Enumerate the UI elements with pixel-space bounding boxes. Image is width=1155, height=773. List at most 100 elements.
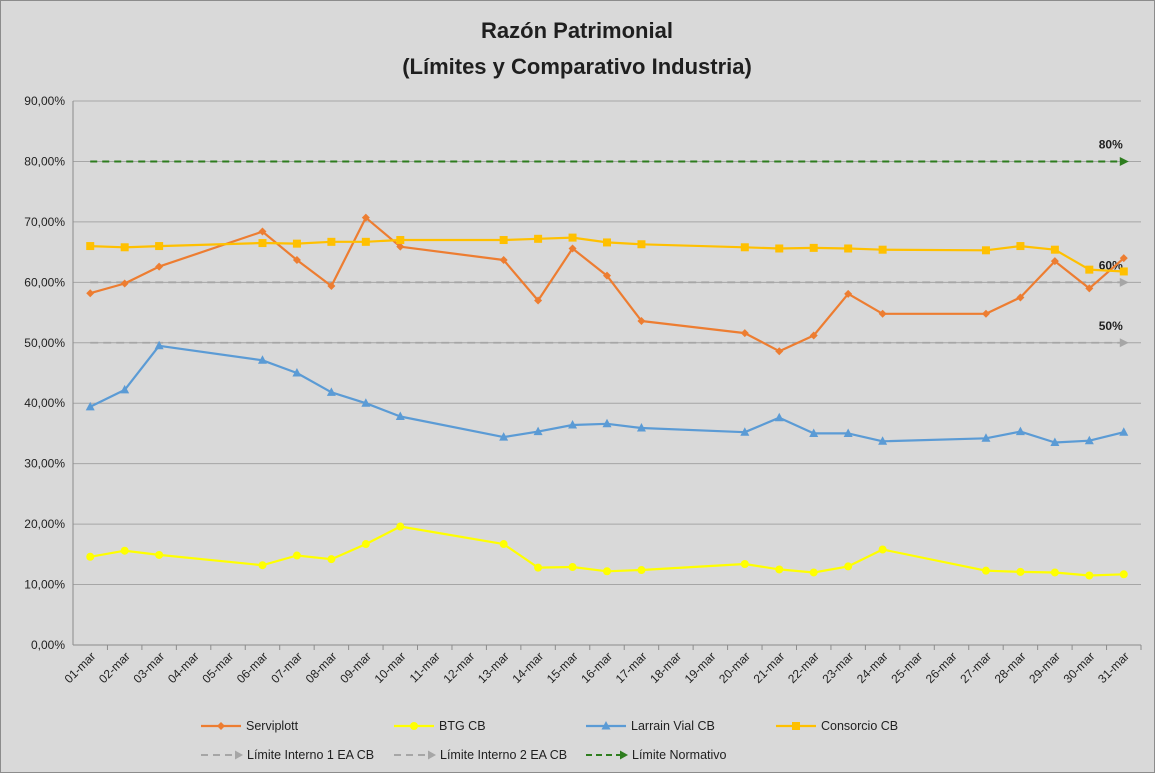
x-tick-label: 27-mar <box>957 649 994 686</box>
y-tick-label: 0,00% <box>31 638 65 652</box>
data-point <box>1016 242 1025 251</box>
data-point <box>258 239 267 248</box>
reference-line-marker <box>1119 277 1129 287</box>
data-point <box>568 244 577 253</box>
data-point <box>292 239 301 248</box>
data-point <box>1050 245 1059 254</box>
series-line <box>89 344 1125 444</box>
series-lines <box>85 213 1129 580</box>
data-point <box>155 262 164 271</box>
axes: 0,00% 10,00% 20,00% 30,00% 40,00% 50,00% 60,00… <box>24 94 1142 686</box>
legend-label: Límite Interno 2 EA CB <box>440 748 567 762</box>
data-point <box>981 309 990 318</box>
data-point <box>499 236 508 245</box>
data-point <box>86 552 95 561</box>
data-point <box>740 243 749 252</box>
data-point <box>1050 568 1059 577</box>
data-point <box>327 237 336 246</box>
x-tick-label: 18-mar <box>647 649 684 686</box>
data-point <box>637 240 646 249</box>
data-point <box>602 418 612 428</box>
data-point <box>361 237 370 246</box>
legend-label: Consorcio CB <box>821 719 898 733</box>
data-point <box>1085 571 1094 580</box>
data-point <box>740 427 750 436</box>
data-point <box>120 546 129 555</box>
data-point <box>809 331 818 340</box>
y-tick-label: 10,00% <box>24 578 65 592</box>
data-point <box>568 233 577 242</box>
data-point <box>361 540 370 549</box>
data-point <box>1119 254 1128 263</box>
series-consorcio-cb <box>86 233 1128 276</box>
x-tick-label: 07-mar <box>268 649 305 686</box>
x-tick-label: 06-mar <box>234 649 271 686</box>
series-line <box>89 216 1125 353</box>
series-btg-cb <box>86 522 1128 580</box>
x-tick-label: 24-mar <box>854 649 891 686</box>
x-tick-label: 09-mar <box>337 649 374 686</box>
data-point <box>395 411 405 421</box>
x-tick-label: 19-mar <box>682 649 719 686</box>
x-tick-label: 28-mar <box>992 649 1029 686</box>
x-tick-label: 01-mar <box>62 649 99 686</box>
data-point <box>120 243 129 252</box>
data-point <box>878 245 887 254</box>
chart-subtitle: (Límites y Comparativo Industria) <box>402 54 752 79</box>
data-point <box>499 540 508 549</box>
data-point <box>809 243 818 252</box>
legend-marker <box>235 750 243 760</box>
data-point <box>740 560 749 569</box>
reference-line-label: 60% <box>1099 258 1123 272</box>
data-point <box>258 561 267 570</box>
data-point <box>809 568 818 577</box>
data-point <box>86 289 95 298</box>
data-point <box>155 242 164 251</box>
legend-marker <box>601 721 611 730</box>
chart-title: Razón Patrimonial <box>481 18 673 43</box>
data-point <box>327 555 336 564</box>
x-tick-label: 12-mar <box>441 649 478 686</box>
reference-line-label: 80% <box>1099 137 1123 151</box>
data-point <box>1050 257 1059 266</box>
legend-label: Larrain Vial CB <box>631 719 715 733</box>
data-point <box>292 368 302 377</box>
x-tick-label: 25-mar <box>888 649 925 686</box>
x-tick-label: 11-mar <box>407 649 443 685</box>
data-point <box>396 522 405 531</box>
data-point <box>258 227 267 236</box>
data-point <box>878 436 888 445</box>
data-point <box>568 419 578 429</box>
data-point <box>1016 567 1025 576</box>
legend-label: Límite Interno 1 EA CB <box>247 748 374 762</box>
data-point <box>533 426 543 436</box>
data-point <box>534 563 543 572</box>
data-point <box>844 289 853 298</box>
reference-line-label: 50% <box>1099 319 1123 333</box>
data-point <box>534 296 543 305</box>
data-point <box>327 281 336 290</box>
data-point <box>86 242 95 251</box>
y-tick-label: 80,00% <box>24 154 65 168</box>
data-point <box>981 433 991 442</box>
x-tick-label: 22-mar <box>785 649 822 686</box>
data-point <box>844 244 853 253</box>
y-tick-label: 60,00% <box>24 275 65 289</box>
reference-lines: 60% 50% 80% <box>90 137 1129 348</box>
data-point <box>499 432 509 441</box>
data-point <box>1119 267 1128 276</box>
data-point <box>1085 265 1094 274</box>
data-point <box>809 428 819 437</box>
data-point <box>603 567 611 576</box>
data-point <box>1015 426 1025 436</box>
legend-label: BTG CB <box>439 719 486 733</box>
data-point <box>292 551 301 560</box>
data-point <box>637 566 646 575</box>
x-tick-label: 10-mar <box>372 649 409 686</box>
data-point <box>85 401 95 411</box>
legend-marker <box>217 722 225 730</box>
x-tick-label: 14-mar <box>509 649 546 686</box>
x-tick-label: 17-mar <box>613 649 650 686</box>
